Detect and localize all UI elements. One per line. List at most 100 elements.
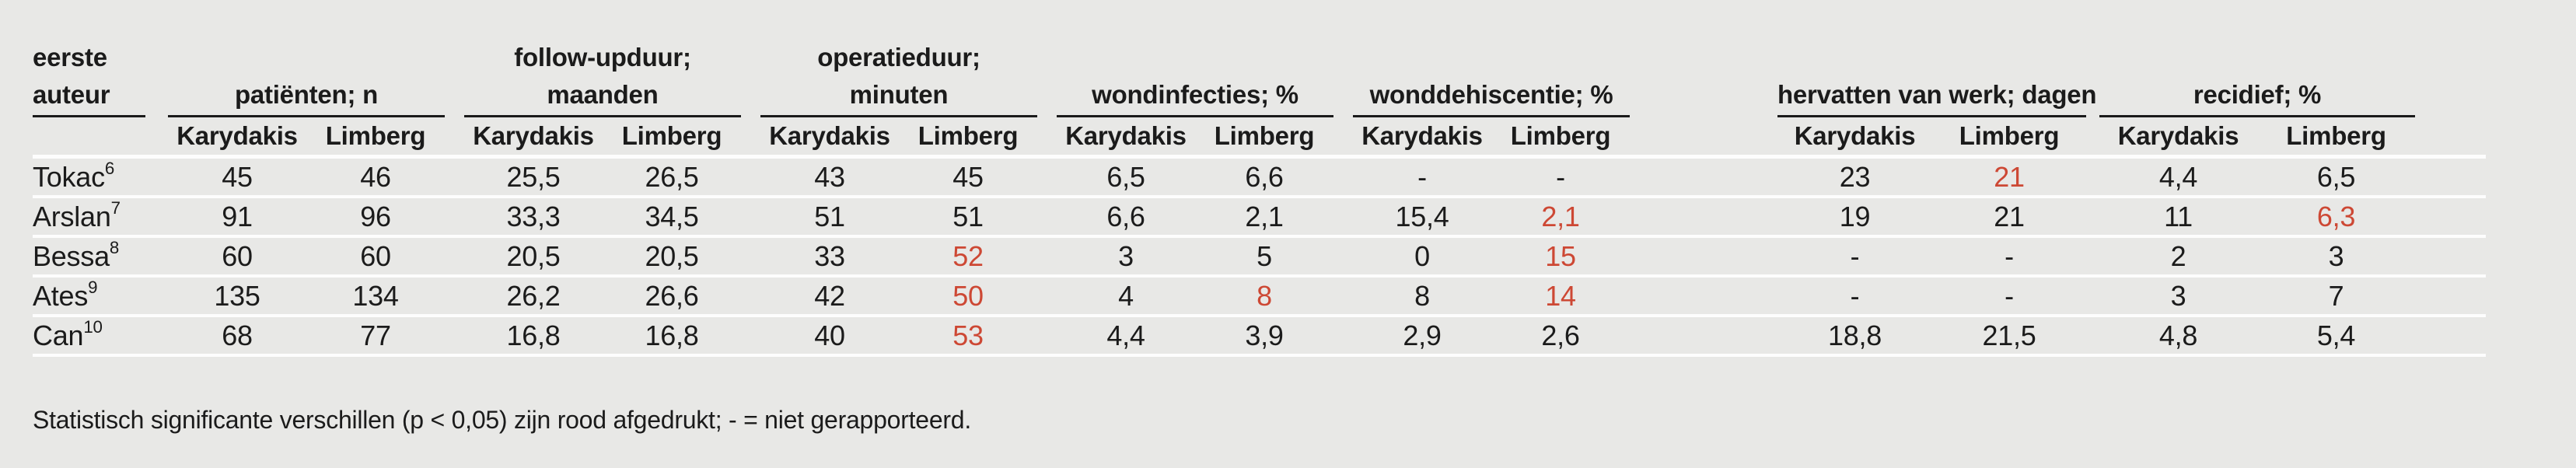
subheader-karydakis: Karydakis [1065,121,1187,150]
spacer-cell [2415,235,2487,276]
spacer-cell [2086,314,2100,357]
group-header-recidief: recidief; % [2099,39,2416,117]
value-cell: 8 [1353,274,1491,316]
subheader-row: Karydakis Limberg Karydakis Limberg Karydaki… [33,117,2486,157]
value-cell: 7 [2257,274,2416,316]
value-cell: - [1777,235,1933,276]
subheader-limberg: Limberg [1959,121,2060,150]
value-cell: 6,5 [2257,155,2416,197]
value-cell: 21 [1932,155,2087,197]
value-cell: 26,2 [464,274,603,316]
author-cell: Tokac6 [33,155,145,197]
value-cell: - [1932,274,2087,316]
spacer-cell [145,195,168,236]
spacer-cell [1037,235,1057,276]
spacer-cell [1333,195,1353,236]
spacer-cell [2415,155,2487,197]
group-line1: follow-upduur; [514,43,691,72]
value-cell: 0 [1353,235,1491,276]
value-cell: 26,5 [603,155,741,197]
spacer-cell [445,235,464,276]
comparison-table: eerste auteur patiënten; n follow-upduur… [33,39,2487,357]
spacer-cell [445,155,464,197]
subheader-limberg: Limberg [621,121,722,150]
spacer-cell [1630,195,1778,236]
value-cell: 15 [1491,235,1631,276]
value-cell: 18,8 [1777,314,1933,357]
value-cell: 53 [899,314,1037,357]
spacer-cell [445,274,464,316]
group-header-followup: follow-upduur; maanden [464,39,741,117]
table-row: Can10 68 77 16,8 16,8 40 53 4,4 3,9 2,9 2,6 18,8 21,… [33,314,2487,357]
value-cell: 45 [168,155,306,197]
spacer-cell [1333,314,1353,357]
value-cell: 2,1 [1195,195,1333,236]
value-cell: 4,8 [2099,314,2258,357]
table-body: Tokac6 45 46 25,5 26,5 43 45 6,5 6,6- -23 21 4,4 6,5… [33,155,2487,357]
spacer [445,117,464,157]
spacer [2415,39,2486,117]
group-header-hervatten-van-werk: hervatten van werk; dagen [1777,39,2097,117]
spacer [33,117,145,157]
group-line2: hervatten van werk; dagen [1777,80,2097,109]
group-line2: recidief; % [2193,80,2322,109]
spacer-cell [1630,235,1778,276]
value-cell: 4,4 [2099,155,2258,197]
spacer [445,39,464,117]
value-cell: 51 [899,195,1037,236]
author-name: Arslan [33,200,111,232]
subheader-karydakis: Karydakis [177,121,298,150]
group-line2: wonddehiscentie; % [1369,80,1613,109]
spacer-cell [1037,195,1057,236]
spacer [1333,39,1353,117]
author-cell: Arslan7 [33,195,145,236]
subheader-limberg: Limberg [918,121,1019,150]
value-cell: 6,6 [1195,155,1333,197]
spacer-cell [2086,155,2100,197]
author-header-line1: eerste [33,43,107,72]
author-cell: Bessa8 [33,235,145,276]
spacer [1037,117,1057,157]
value-cell: 91 [168,195,306,236]
value-cell: 77 [306,314,445,357]
group-line2: wondinfecties; % [1092,80,1298,109]
author-column-header: eerste auteur [33,39,145,117]
comparison-table-wrap: eerste auteur patiënten; n follow-upduur… [33,39,2487,357]
spacer-cell [445,314,464,357]
value-cell: 60 [306,235,445,276]
value-cell: 60 [168,235,306,276]
value-cell: 46 [306,155,445,197]
value-cell: - [1932,235,2087,276]
spacer-cell [2086,274,2100,316]
spacer-cell [2086,195,2100,236]
author-header-line2: auteur [33,80,110,109]
spacer-cell [145,274,168,316]
value-cell: 51 [760,195,899,236]
value-cell: 2 [2099,235,2258,276]
subheader-limberg: Limberg [2286,121,2386,150]
value-cell: 2,9 [1353,314,1491,357]
reference-number: 6 [104,159,115,179]
table-row: Tokac6 45 46 25,5 26,5 43 45 6,5 6,6- -23 21 4,4 6,5 [33,155,2487,197]
spacer-cell [1630,314,1778,357]
spacer-cell [741,274,760,316]
spacer [1630,117,1777,157]
author-name: Bessa [33,239,110,272]
value-cell: 16,8 [464,314,603,357]
spacer [2415,117,2486,157]
group-header-wondinfecties: wondinfecties; % [1057,39,1333,117]
spacer-cell [2415,195,2487,236]
value-cell: 96 [306,195,445,236]
value-cell: - [1777,274,1933,316]
value-cell: - [1353,155,1491,197]
value-cell: 2,6 [1491,314,1631,357]
table-row: Bessa8 60 60 20,5 20,5 33 52 3 5 0 15- -2 3 [33,235,2487,276]
value-cell: 6,5 [1057,155,1195,197]
group-header-patienten: patiënten; n [168,39,445,117]
value-cell: 134 [306,274,445,316]
value-cell: 15,4 [1353,195,1491,236]
subheader-limberg: Limberg [1214,121,1315,150]
spacer [145,117,168,157]
value-cell: - [1491,155,1631,197]
spacer-cell [741,155,760,197]
